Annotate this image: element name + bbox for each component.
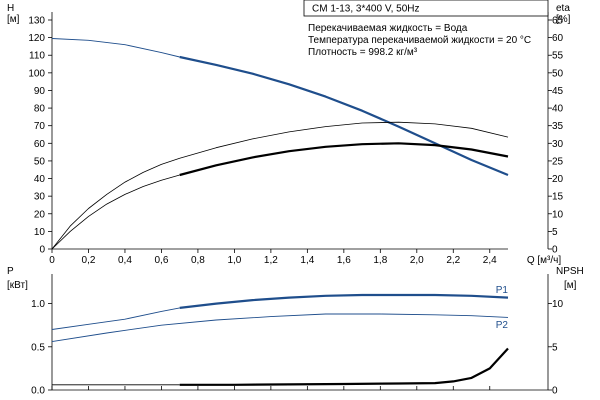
y-right-tick-label: 45 — [552, 86, 564, 97]
y-left-tick-label: 120 — [28, 33, 45, 44]
y-left-tick-label: 10 — [34, 227, 46, 238]
lower-curve-1 — [179, 293, 509, 309]
y-left-axis-label: H — [7, 3, 14, 14]
y-left-tick-label: 40 — [34, 174, 46, 185]
lower-chart: 0.0 0.5 1.0 P [кВт] 0 5 10 NPSH [м] P1 P2 — [7, 266, 584, 397]
upper-curve-0 — [51, 38, 180, 58]
y-left-tick-label: 30 — [34, 192, 46, 203]
y-left-tick-label: 60 — [34, 139, 46, 150]
x-tick-label: 1,4 — [300, 255, 314, 266]
y-left-tick-label: 50 — [34, 156, 46, 167]
x-tick-label: 2,4 — [483, 255, 497, 266]
y-right-tick-label: 55 — [552, 51, 564, 62]
series-label-p1: P1 — [496, 285, 509, 296]
upper-curve-2 — [51, 121, 509, 250]
upper-curve-1 — [179, 55, 509, 177]
y-right-tick-label: 30 — [552, 139, 564, 150]
y-right-tick-label: 40 — [552, 104, 564, 115]
lower-curve-0 — [51, 307, 180, 330]
lower-y-right-tick-label: 10 — [552, 299, 564, 310]
x-tick-label: 1,6 — [337, 255, 351, 266]
y-right-tick-label: 15 — [552, 192, 564, 203]
y-right-axis-label: eta — [556, 3, 570, 14]
y-left-tick-label: 70 — [34, 121, 46, 132]
x-tick-label: 1,2 — [264, 255, 278, 266]
x-tick-label: 0,4 — [118, 255, 132, 266]
y-right-axis-unit: [%] — [556, 14, 571, 25]
y-right-tick-label: 5 — [552, 227, 558, 238]
y-left-tick-label: 20 — [34, 209, 46, 220]
lower-y-left-axis-label: P — [7, 266, 14, 277]
fluid-info-line-2: Температура перекачиваемой жидкости = 20… — [308, 35, 531, 46]
lower-y-right-axis-label: NPSH — [556, 266, 584, 277]
y-right-tick-label: 50 — [552, 68, 564, 79]
y-left-tick-label: 0 — [39, 245, 45, 256]
y-left-tick-label: 90 — [34, 86, 46, 97]
lower-y-left-axis-unit: [кВт] — [7, 280, 28, 291]
x-tick-label: 0 — [49, 255, 55, 266]
lower-y-left-tick-label: 1.0 — [31, 299, 45, 310]
y-left-axis-unit: [м] — [7, 14, 20, 25]
y-right-tick-label: 35 — [552, 121, 564, 132]
upper-curve-3 — [51, 174, 180, 250]
y-left-tick-label: 100 — [28, 68, 45, 79]
lower-y-right-axis-unit: [м] — [564, 280, 577, 291]
x-tick-label: 2,0 — [410, 255, 424, 266]
info-box-frame — [303, 0, 549, 17]
x-tick-label: 1,8 — [373, 255, 387, 266]
series-label-p2: P2 — [496, 320, 509, 331]
y-left-tick-label: 130 — [28, 16, 45, 27]
fluid-info-line-3: Плотность = 998.2 кг/м³ — [308, 47, 418, 58]
y-right-tick-label: 60 — [552, 33, 564, 44]
fluid-info-line-1: Перекачиваемая жидкость = Вода — [308, 23, 468, 34]
info-box-title: CM 1-13, 3*400 V, 50Hz — [312, 4, 419, 15]
upper-curve-4 — [179, 142, 509, 177]
lower-y-right-tick-label: 0 — [552, 386, 558, 397]
y-right-tick-label: 65 — [552, 16, 564, 27]
lower-curve-4 — [179, 347, 509, 386]
upper-chart: 0 0,2 0,4 0,6 0,8 1,0 1,2 1,4 1,6 1,8 2,0 2,2 2,4 Q [… — [7, 3, 571, 266]
y-left-tick-label: 80 — [34, 104, 46, 115]
y-right-tick-label: 25 — [552, 156, 564, 167]
lower-y-right-tick-label: 5 — [552, 342, 558, 353]
x-tick-label: 0,2 — [82, 255, 96, 266]
y-left-tick-label: 110 — [29, 51, 45, 62]
x-tick-label: 0,6 — [154, 255, 168, 266]
y-right-tick-label: 20 — [552, 174, 564, 185]
lower-y-left-tick-label: 0.0 — [31, 386, 45, 397]
y-right-tick-label: 10 — [552, 209, 564, 220]
x-tick-label: 1,0 — [227, 255, 241, 266]
lower-curve-2 — [51, 313, 509, 343]
lower-y-left-tick-label: 0.5 — [31, 342, 45, 353]
y-right-tick-label: 0 — [552, 245, 558, 256]
x-axis-label: Q [м³/ч] — [527, 255, 562, 266]
x-tick-label: 0,8 — [191, 255, 205, 266]
x-tick-label: 2,2 — [446, 255, 460, 266]
